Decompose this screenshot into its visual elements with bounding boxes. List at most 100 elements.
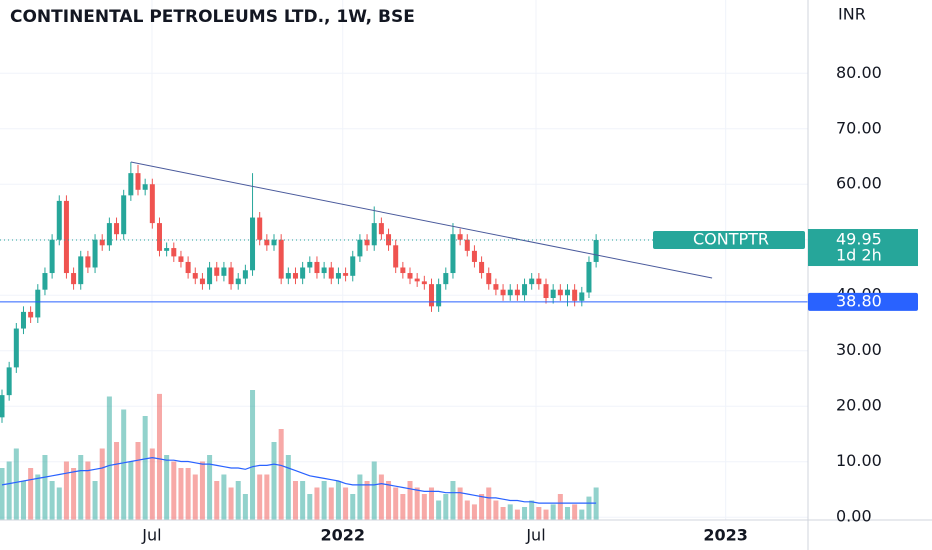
- volume-bar: [164, 455, 170, 520]
- volume-bar: [328, 487, 334, 520]
- candle-body: [400, 267, 406, 274]
- y-tick-label: 70.00: [836, 118, 882, 137]
- candle-body: [479, 261, 485, 274]
- candle-body: [149, 184, 155, 224]
- volume-bar: [149, 448, 155, 520]
- volume-bar: [414, 487, 420, 520]
- chart-title: CONTINENTAL PETROLEUMS LTD., 1W, BSE: [10, 7, 415, 27]
- candle-body: [264, 239, 270, 246]
- volume-bar: [257, 474, 263, 520]
- candle-body: [414, 278, 420, 282]
- candle-body: [63, 200, 69, 274]
- candle-body: [507, 289, 513, 296]
- candle-body: [500, 289, 506, 296]
- volume-bar: [20, 481, 26, 520]
- candle-body: [522, 284, 528, 296]
- volume-bar: [314, 487, 320, 520]
- candle-body: [135, 173, 141, 190]
- candle-body: [550, 289, 556, 299]
- candle-body: [278, 239, 284, 279]
- candle-body: [450, 234, 456, 274]
- volume-bar: [572, 504, 578, 520]
- candle-body: [593, 240, 599, 262]
- candle-body: [457, 234, 463, 240]
- volume-bar: [135, 442, 141, 520]
- volume-bar: [300, 481, 306, 520]
- candle-body: [71, 273, 77, 285]
- candle-body: [250, 217, 256, 271]
- volume-bar: [285, 455, 291, 520]
- x-tick-label: 2022: [320, 526, 365, 545]
- candle-body: [35, 289, 41, 318]
- candle-body: [121, 195, 127, 235]
- symbol-label: CONTPTR: [693, 230, 769, 249]
- candle-body: [586, 261, 592, 293]
- volume-bar: [357, 474, 363, 520]
- volume-ma-line: [1, 456, 597, 504]
- currency-label: INR: [838, 5, 866, 24]
- candle-body: [128, 173, 134, 196]
- volume-bar: [550, 504, 556, 520]
- volume-bar: [514, 509, 520, 520]
- volume-bar: [99, 448, 105, 520]
- candle-body: [228, 267, 234, 285]
- volume-bar: [278, 429, 284, 520]
- candle-body: [407, 273, 413, 279]
- volume-bar: [192, 474, 198, 520]
- volume-bar: [522, 507, 528, 520]
- symbol-tag: [653, 231, 805, 250]
- price-pane: [0, 161, 808, 423]
- volume-bar: [292, 481, 298, 520]
- candle-body: [271, 239, 277, 246]
- volume-bar: [171, 461, 177, 520]
- volume-bar: [85, 461, 91, 520]
- candle-body: [364, 239, 370, 246]
- x-tick-label: 2023: [703, 526, 748, 545]
- volume-bar: [486, 487, 492, 520]
- volume-bar: [529, 500, 535, 520]
- volume-bar: [407, 481, 413, 520]
- candle-body: [0, 395, 5, 418]
- volume-bar: [42, 455, 48, 520]
- volume-bar: [364, 481, 370, 520]
- volume-bar: [457, 487, 463, 520]
- candle-body: [164, 248, 170, 251]
- candle-body: [350, 256, 356, 276]
- volume-bar: [393, 487, 399, 520]
- volume-bar: [335, 481, 341, 520]
- y-tick-label: 30.00: [836, 340, 882, 359]
- volume-bar: [106, 396, 112, 520]
- candle-body: [371, 223, 377, 246]
- candle-body: [314, 261, 320, 274]
- volume-bar: [386, 481, 392, 520]
- candle-body: [321, 267, 327, 274]
- volume-bar: [35, 474, 41, 520]
- volume-bar: [464, 500, 470, 520]
- candle-body: [579, 292, 585, 301]
- candle-body: [464, 239, 470, 251]
- candle-body: [214, 267, 220, 276]
- y-tick-label: 20.00: [836, 396, 882, 415]
- candle-body: [56, 200, 62, 240]
- candle-body: [471, 250, 477, 262]
- candle-body: [257, 217, 263, 240]
- last-price-tag: [808, 229, 918, 267]
- volume-bar: [586, 496, 592, 520]
- volume-bar: [593, 487, 599, 520]
- volume-bar: [121, 409, 127, 520]
- candle-body: [486, 273, 492, 285]
- volume-bar: [264, 474, 270, 520]
- volume-bar: [350, 494, 356, 520]
- candle-body: [307, 261, 313, 268]
- volume-bar: [6, 461, 12, 520]
- volume-bar: [471, 504, 477, 520]
- volume-bar: [321, 481, 327, 520]
- volume-bar: [242, 494, 248, 520]
- candle-body: [20, 311, 26, 329]
- last-price-label: 49.95: [836, 230, 882, 249]
- volume-bar: [78, 455, 84, 520]
- candle-body: [572, 289, 578, 301]
- volume-bar: [536, 507, 542, 520]
- volume-bar: [28, 468, 34, 520]
- candle-body: [564, 289, 570, 296]
